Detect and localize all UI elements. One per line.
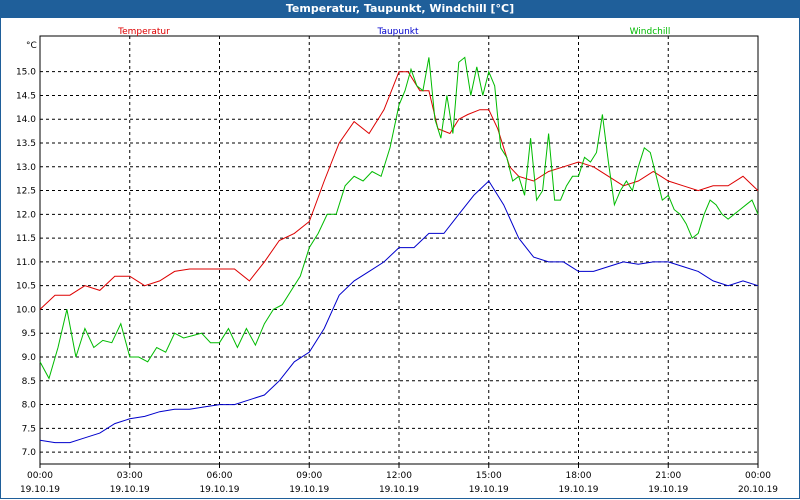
x-tick-time: 00:00 [27,471,53,481]
x-tick-time: 03:00 [117,471,143,481]
y-tick-label: 7.5 [22,424,36,434]
y-tick-label: 7.0 [22,448,37,458]
y-tick-labels: 7.0 7.5 8.0 8.5 9.0 9.5 10.0 10.5 11.0 11.5 12.0 12… [16,68,36,458]
y-tick-label: 10.5 [16,282,36,292]
plot-area [39,35,759,465]
series-line-taupunkt [39,180,759,444]
legend-temperatur: Temperatur [117,27,170,37]
x-tick-date: 19.10.19 [199,485,239,495]
x-tick-date: 19.10.19 [469,485,509,495]
x-tick-date: 19.10.19 [110,485,150,495]
x-tick-date: 19.10.19 [20,485,60,495]
y-tick-label: 14.5 [16,91,36,101]
y-tick-label: 12.0 [16,210,36,220]
x-tick-time: 21:00 [655,471,681,481]
x-tick-date: 19.10.19 [648,485,688,495]
x-tick-time: 18:00 [566,471,592,481]
x-tick-time: 12:00 [386,471,412,481]
x-tick-time: 09:00 [296,471,322,481]
y-tick-label: 9.0 [22,353,37,363]
x-tick-time: 15:00 [476,471,502,481]
y-tick-label: 11.0 [16,258,36,268]
x-tick-date: 19.10.19 [379,485,419,495]
y-tick-label: 14.0 [16,115,36,125]
y-axis-unit: °C [26,41,37,51]
chart-title: Temperatur, Taupunkt, Windchill [°C] [0,0,800,18]
y-tick-label: 9.5 [22,329,36,339]
x-tick-date: 19.10.19 [558,485,598,495]
y-tick-label: 15.0 [16,68,36,78]
series-lines [39,56,759,444]
grid-lines [39,36,759,468]
x-tick-date: 20.10.19 [738,485,778,495]
y-tick-label: 13.5 [16,139,36,149]
y-tick-label: 11.5 [16,234,36,244]
y-tick-label: 10.0 [16,305,36,315]
x-tick-date: 19.10.19 [289,485,329,495]
series-line-windchill [39,56,759,380]
legend-windchill: Windchill [630,27,671,37]
y-tick-label: 12.5 [16,187,36,197]
y-tick-label: 8.0 [22,401,37,411]
x-tick-time: 00:00 [745,471,771,481]
x-tick-labels: 00:00 19.10.19 03:00 19.10.19 06:00 19.10.19 0… [20,471,778,495]
y-tick-label: 8.5 [22,377,36,387]
y-tick-label: 13.0 [16,163,36,173]
x-tick-time: 06:00 [207,471,233,481]
legend-taupunkt: Taupunkt [376,27,419,37]
